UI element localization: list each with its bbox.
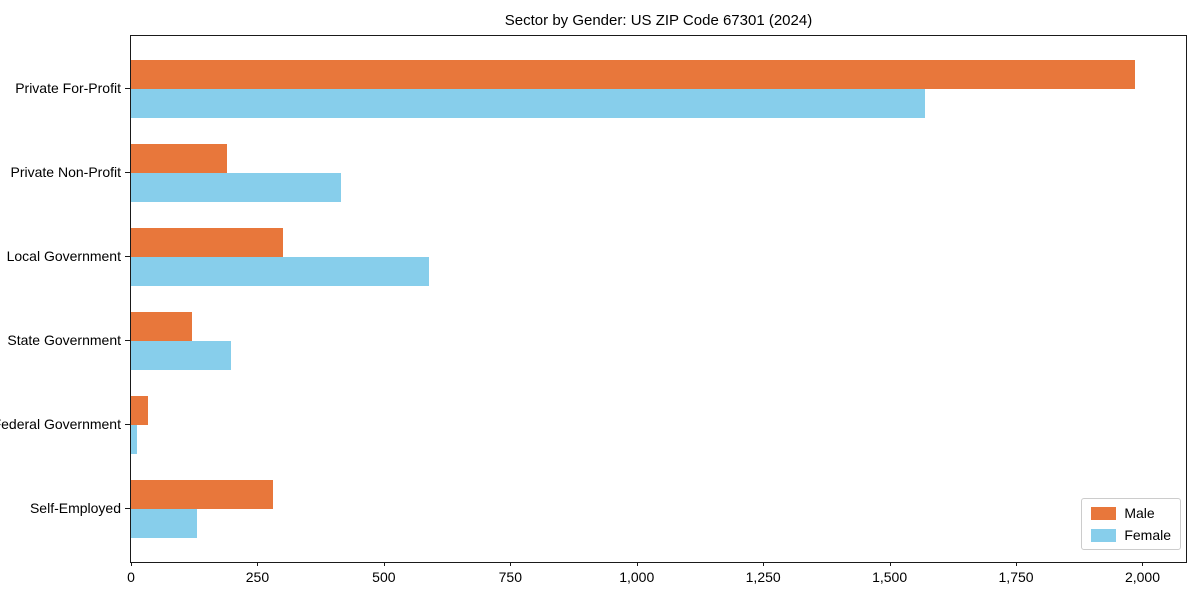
- bar-male-private-for-profit: [131, 60, 1135, 89]
- bar-male-state-government: [131, 312, 192, 341]
- bar-female-federal-government: [131, 425, 138, 454]
- ytick-label-state-government: State Government: [7, 332, 121, 348]
- ytick-label-local-government: Local Government: [6, 248, 121, 264]
- ytick-mark: [125, 424, 130, 425]
- xtick-label-1250: 1,250: [745, 569, 781, 585]
- bar-female-self-employed: [131, 509, 197, 538]
- ytick-mark: [125, 88, 130, 89]
- bar-male-self-employed: [131, 480, 273, 509]
- bar-female-private-non-profit: [131, 173, 341, 202]
- xtick-mark: [1142, 562, 1144, 566]
- xtick-label-1500: 1,500: [872, 569, 908, 585]
- xtick-mark: [510, 562, 512, 566]
- xtick-label-500: 500: [372, 569, 396, 585]
- ytick-mark: [125, 508, 130, 509]
- legend-label-female: Female: [1124, 527, 1171, 543]
- ytick-label-private-non-profit: Private Non-Profit: [10, 164, 121, 180]
- bar-male-federal-government: [131, 396, 148, 425]
- ytick-mark: [125, 340, 130, 341]
- xtick-label-0: 0: [127, 569, 135, 585]
- bar-female-state-government: [131, 341, 232, 370]
- bar-female-local-government: [131, 257, 430, 286]
- legend-swatch-male: [1091, 506, 1117, 520]
- bar-female-private-for-profit: [131, 89, 925, 118]
- ytick-mark: [125, 256, 130, 257]
- ytick-mark: [125, 172, 130, 173]
- legend: Male Female: [1081, 498, 1181, 550]
- xtick-mark: [257, 562, 259, 566]
- xtick-label-250: 250: [245, 569, 270, 585]
- ytick-label-self-employed: Self-Employed: [29, 500, 121, 516]
- legend-label-male: Male: [1124, 505, 1155, 521]
- xtick-label-1750: 1,750: [998, 569, 1034, 585]
- legend-item-male: Male: [1091, 505, 1171, 521]
- xtick-label-1000: 1,000: [619, 569, 655, 585]
- xtick-mark: [1016, 562, 1018, 566]
- bar-male-local-government: [131, 228, 283, 257]
- ytick-label-federal-government: Federal Government: [0, 416, 121, 432]
- plot-area: 0 250 500 750 1,000 1,250 1,500 1,750 2,000 Male F…: [127, 35, 1187, 585]
- xtick-mark: [889, 562, 891, 566]
- xtick-label-2000: 2,000: [1124, 569, 1160, 585]
- xtick-label-750: 750: [498, 569, 522, 585]
- xtick-mark: [763, 562, 765, 566]
- bar-male-private-non-profit: [131, 144, 228, 173]
- xtick-mark: [131, 562, 132, 566]
- legend-swatch-female: [1091, 528, 1117, 542]
- xtick-mark: [636, 562, 638, 566]
- xtick-mark: [383, 562, 385, 566]
- legend-item-female: Female: [1091, 527, 1171, 543]
- ytick-label-private-for-profit: Private For-Profit: [15, 80, 121, 96]
- chart-title: Sector by Gender: US ZIP Code 67301 (202…: [504, 12, 813, 29]
